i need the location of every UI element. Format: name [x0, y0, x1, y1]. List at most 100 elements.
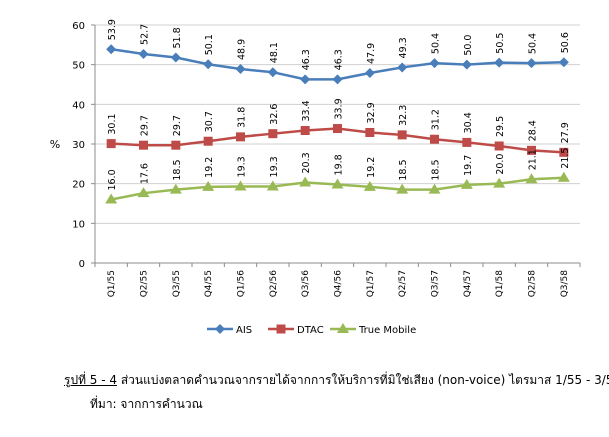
data-label: 19.2: [366, 157, 377, 178]
y-tick-label: 50: [72, 61, 85, 72]
data-label: 18.5: [398, 159, 409, 180]
legend-label: DTAC: [297, 325, 324, 336]
data-point-true-mobile: [493, 177, 506, 188]
figure-label: รูปที่ 5 - 4: [64, 373, 118, 387]
data-label: 33.4: [301, 100, 312, 121]
data-point-true-mobile: [234, 180, 247, 191]
data-label: 29.5: [495, 116, 506, 137]
data-point-dtac: [236, 132, 245, 142]
data-label: 50.5: [495, 33, 506, 54]
data-point-true-mobile: [105, 193, 118, 204]
data-point-true-mobile: [266, 180, 279, 191]
x-tick-label: Q2/58: [528, 270, 538, 298]
data-point-ais: [397, 62, 408, 73]
data-label: 31.8: [237, 107, 248, 128]
data-point-true-mobile: [460, 178, 473, 189]
data-label: 21.1: [528, 149, 539, 170]
data-point-dtac: [300, 126, 310, 136]
data-label: 19.3: [237, 156, 248, 177]
y-tick-label: 20: [72, 180, 85, 191]
data-label: 19.7: [463, 155, 474, 176]
data-label: 17.6: [140, 163, 151, 184]
x-tick-label: Q3/55: [172, 270, 182, 297]
data-label: 19.8: [334, 154, 345, 175]
y-axis-title: %: [50, 138, 60, 151]
data-label: 48.9: [237, 39, 248, 60]
data-point-true-mobile: [299, 176, 312, 187]
legend-label: AIS: [236, 325, 252, 336]
data-point-ais: [106, 44, 117, 55]
data-label: 33.9: [334, 98, 345, 119]
data-point-ais: [558, 57, 569, 68]
data-point-dtac: [494, 141, 504, 151]
data-label: 32.9: [366, 102, 377, 123]
data-point-ais: [364, 67, 375, 78]
data-point-dtac: [559, 147, 569, 157]
x-tick-label: Q4/55: [204, 270, 214, 297]
data-label: 50.4: [528, 33, 539, 54]
data-label: 49.3: [398, 37, 409, 58]
figure-caption: รูปที่ 5 - 4 ส่วนแบ่งตลาดคำนวณจากรายได้จ…: [64, 371, 609, 390]
data-point-ais: [138, 48, 149, 59]
data-point-true-mobile: [137, 187, 150, 198]
data-point-dtac: [527, 145, 536, 155]
data-point-ais: [203, 59, 214, 70]
data-point-dtac: [139, 140, 148, 150]
x-tick-label: Q2/55: [140, 270, 150, 297]
x-tick-label: Q3/58: [560, 270, 570, 298]
x-tick-label: Q4/56: [334, 270, 344, 298]
legend-label: True Mobile: [358, 325, 416, 336]
data-label: 27.9: [560, 122, 571, 143]
data-point-dtac: [333, 124, 342, 134]
x-tick-label: Q1/57: [366, 270, 376, 297]
data-point-ais: [170, 52, 181, 63]
data-label: 32.3: [398, 105, 409, 126]
x-tick-label: Q1/55: [107, 270, 117, 297]
data-label: 47.9: [366, 43, 377, 64]
data-point-true-mobile: [525, 173, 538, 184]
data-point-ais: [215, 324, 225, 334]
data-point-ais: [461, 59, 472, 70]
data-point-true-mobile: [428, 183, 441, 194]
x-tick-label: Q1/56: [237, 270, 247, 298]
data-point-ais: [332, 74, 343, 85]
data-label: 19.3: [269, 156, 280, 177]
data-label: 31.2: [431, 109, 442, 130]
data-point-ais: [235, 64, 246, 75]
x-tick-label: Q1/58: [495, 270, 505, 298]
data-label: 50.1: [204, 34, 215, 55]
data-point-true-mobile: [169, 183, 182, 194]
x-tick-label: Q3/57: [431, 270, 441, 297]
data-point-dtac: [171, 140, 181, 150]
data-point-true-mobile: [396, 183, 409, 194]
data-point-dtac: [106, 139, 116, 149]
data-point-dtac: [397, 130, 407, 140]
data-point-dtac: [430, 134, 439, 144]
data-label: 30.7: [204, 111, 215, 132]
data-label: 32.6: [269, 104, 280, 125]
figure-source: ที่มา: จากการคำนวณ: [90, 397, 203, 411]
data-point-ais: [267, 67, 278, 78]
data-point-true-mobile: [202, 180, 215, 191]
data-label: 20.0: [495, 154, 506, 175]
data-label: 50.4: [431, 33, 442, 54]
x-tick-label: Q3/56: [301, 270, 311, 298]
y-tick-label: 0: [79, 259, 85, 270]
data-point-ais: [429, 58, 440, 69]
data-label: 48.1: [269, 42, 280, 63]
figure-title: ส่วนแบ่งตลาดคำนวณจากรายได้จากการให้บริกา…: [117, 373, 609, 387]
y-tick-label: 10: [72, 219, 85, 230]
data-label: 51.8: [172, 27, 183, 48]
data-point-ais: [300, 74, 311, 85]
data-point-dtac: [462, 137, 472, 147]
data-point-ais: [494, 57, 505, 68]
data-label: 16.0: [107, 169, 118, 190]
x-tick-label: Q4/57: [463, 270, 473, 297]
y-tick-label: 60: [72, 21, 85, 32]
data-label: 46.3: [334, 49, 345, 70]
x-tick-label: Q2/57: [398, 270, 408, 297]
data-label: 20.3: [301, 152, 312, 173]
data-label: 18.5: [431, 159, 442, 180]
data-point-dtac: [268, 129, 278, 139]
